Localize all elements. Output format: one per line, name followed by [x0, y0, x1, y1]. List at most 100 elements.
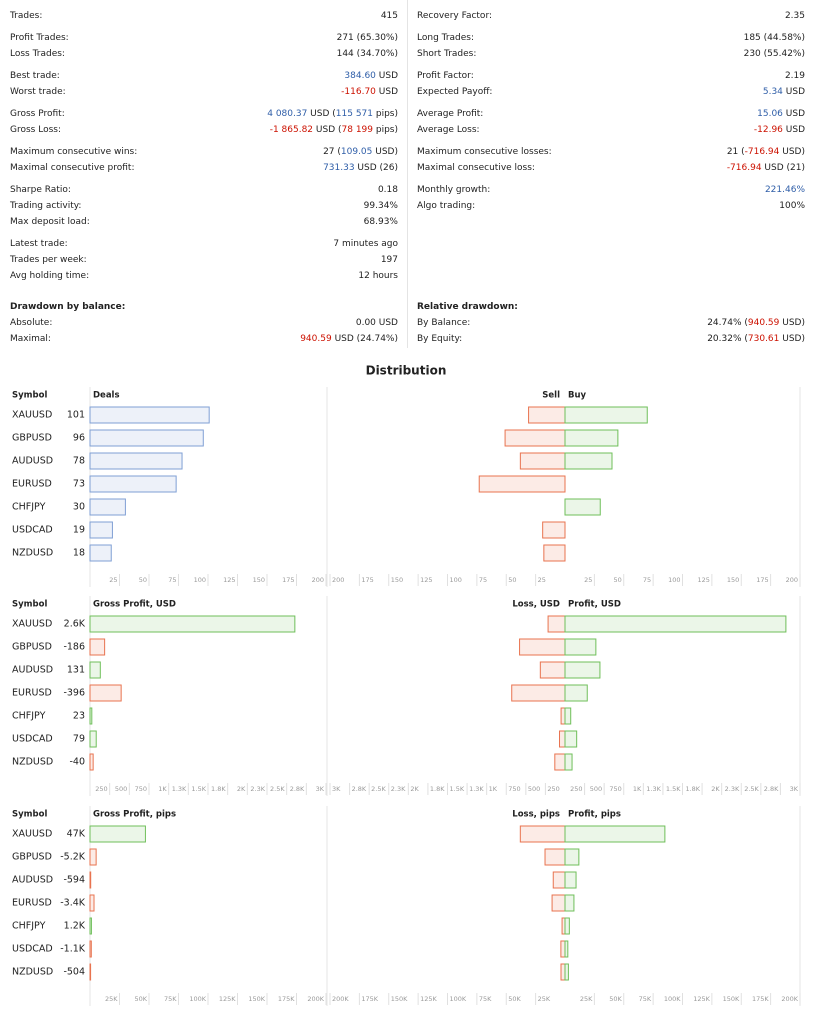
bar	[564, 452, 613, 470]
stat-group: Gross Profit: 4 080.37 USD (115 571 pips)…	[10, 106, 398, 138]
stat-value: 5.34 USD	[763, 84, 805, 100]
bar	[89, 544, 112, 562]
stat-row: Sharpe Ratio: 0.18	[10, 182, 398, 198]
category-label: NZDUSD	[12, 757, 53, 768]
category-label: XAUUSD	[12, 410, 52, 421]
bar	[89, 429, 204, 447]
value-highlight: -716.94	[726, 163, 762, 173]
stat-label: Maximum consecutive losses:	[417, 147, 552, 157]
x-tick-label: 50K	[609, 995, 622, 1003]
stat-label: Expected Payoff:	[417, 87, 493, 97]
stat-label: Worst trade:	[10, 87, 66, 97]
category-label: NZDUSD	[12, 548, 53, 559]
category-label: CHFJPY	[12, 921, 46, 932]
stat-row: Average Profit: 15.06 USD	[417, 106, 805, 122]
stat-row: Absolute: 0.00 USD	[10, 315, 398, 331]
x-tick-label: 50K	[508, 995, 521, 1003]
value-part: pips)	[373, 125, 398, 135]
value-highlight: 940.59	[300, 334, 332, 344]
bar	[564, 825, 666, 843]
bar	[528, 406, 566, 424]
bar	[560, 707, 566, 725]
stat-value: 271 (65.30%)	[336, 33, 398, 43]
series-name: Profit, USD	[568, 600, 621, 610]
value-label: 1.2K	[64, 921, 86, 932]
bar	[560, 963, 566, 981]
value-highlight: 940.59	[747, 318, 780, 328]
value-label: -1.1K	[60, 944, 86, 955]
category-label: AUDUSD	[12, 456, 53, 467]
value-part: USD	[782, 87, 805, 97]
value-highlight: 221.46%	[764, 185, 805, 195]
drawdown-left: Drawdown by balance: Absolute: 0.00 USD Max…	[10, 299, 398, 347]
category-label: CHFJPY	[12, 711, 46, 722]
value-highlight: -716.94	[744, 147, 780, 157]
value-highlight: 15.06	[757, 109, 783, 119]
value-label: 101	[67, 410, 85, 421]
bar	[89, 753, 94, 771]
category-label: AUDUSD	[12, 665, 53, 676]
stat-value: 221.46%	[765, 182, 805, 198]
stat-group: Profit Trades: 271 (65.30%) Loss Trades: 14…	[10, 30, 398, 62]
stat-row: Gross Loss: -1 865.82 USD (78 199 pips)	[10, 122, 398, 138]
stat-value: 68.93%	[363, 217, 398, 227]
x-tick-label: 200	[312, 576, 324, 584]
value-part: USD)	[779, 334, 805, 344]
x-tick-label: 750	[609, 785, 621, 793]
stat-label: Best trade:	[10, 71, 60, 81]
x-tick-label: 150K	[248, 995, 265, 1003]
stat-label: Trades per week:	[10, 255, 87, 265]
stat-row: Avg holding time: 12 hours	[10, 268, 398, 284]
x-tick-label: 175K	[278, 995, 295, 1003]
stat-value: 24.74% (940.59 USD)	[707, 315, 805, 331]
stat-value: 144 (34.70%)	[336, 49, 398, 59]
stat-label: Maximal:	[10, 334, 51, 344]
bar	[564, 917, 570, 935]
series-name: Loss, USD	[512, 600, 560, 610]
stat-value: 20.32% (730.61 USD)	[707, 331, 805, 347]
category-label: EURUSD	[12, 688, 52, 699]
x-tick-label: 175K	[752, 995, 769, 1003]
stat-group: Monthly growth: 221.46% Algo trading: 100%	[417, 182, 805, 214]
x-tick-label: 25	[538, 576, 546, 584]
value-part: USD (24.74%)	[331, 334, 398, 344]
x-tick-label: 1.3K	[646, 785, 661, 793]
x-tick-label: 25	[584, 576, 592, 584]
value-part: USD (	[313, 125, 342, 135]
stat-label: Max deposit load:	[10, 217, 90, 227]
value-label: 79	[73, 734, 85, 745]
x-tick-label: 2.3K	[725, 785, 740, 793]
value-part: 20.32% (	[707, 334, 748, 344]
value-part: USD)	[779, 318, 805, 328]
stat-row: Profit Trades: 271 (65.30%)	[10, 30, 398, 46]
stat-label: By Balance:	[417, 318, 471, 328]
value-highlight: 731.33	[323, 163, 355, 173]
x-tick-label: 200K	[332, 995, 349, 1003]
series-name: Sell	[542, 391, 560, 401]
stat-label: Loss Trades:	[10, 49, 65, 59]
bar	[551, 894, 566, 912]
x-tick-label: 75K	[164, 995, 177, 1003]
x-tick-label: 25K	[580, 995, 593, 1003]
stat-value: 185 (44.58%)	[743, 33, 805, 43]
value-label: -5.2K	[60, 852, 86, 863]
value-highlight: -116.70	[341, 87, 376, 97]
stat-row: Expected Payoff: 5.34 USD	[417, 84, 805, 100]
x-tick-label: 500	[590, 785, 602, 793]
x-tick-label: 25K	[538, 995, 551, 1003]
stat-label: Recovery Factor:	[417, 11, 493, 21]
category-label: CHFJPY	[12, 502, 46, 513]
bar	[89, 661, 101, 679]
x-tick-label: 1.8K	[211, 785, 226, 793]
stat-value: 384.60 USD	[344, 68, 398, 84]
drawdown-right: Relative drawdown: By Balance: 24.74% (940…	[417, 299, 805, 347]
x-tick-label: 150K	[723, 995, 740, 1003]
stat-row: Gross Profit: 4 080.37 USD (115 571 pips)	[10, 106, 398, 122]
x-tick-label: 2.5K	[371, 785, 386, 793]
stat-row: Trades: 415	[10, 8, 398, 24]
bar	[564, 848, 580, 866]
category-label: EURUSD	[12, 898, 52, 909]
bar	[89, 940, 92, 958]
bar	[89, 871, 92, 889]
bar	[504, 429, 566, 447]
